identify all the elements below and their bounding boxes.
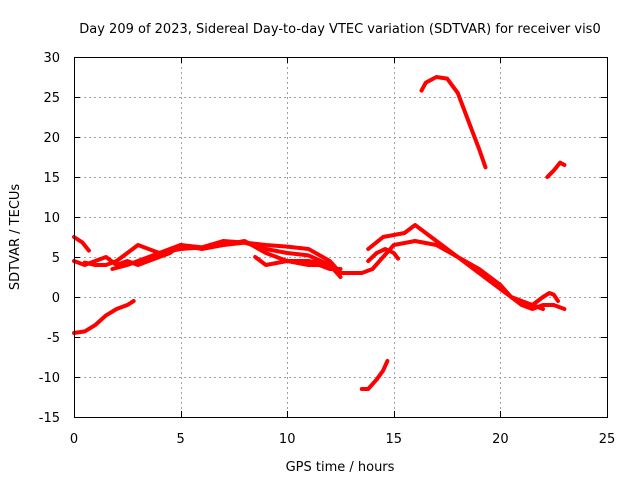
x-tick-label: 10	[279, 432, 296, 447]
y-tick-label: -5	[47, 331, 60, 346]
series-trace-c	[110, 239, 343, 271]
series-trace-e	[253, 255, 343, 279]
series-trace-a	[72, 235, 91, 253]
y-tick-label: 0	[52, 291, 60, 306]
series-trace-g	[366, 247, 401, 263]
series-layer	[72, 75, 567, 391]
y-tick-label: 15	[43, 171, 60, 186]
x-tick-label: 5	[176, 432, 184, 447]
y-tick-label: -15	[39, 411, 60, 426]
y-tick-label: 25	[43, 91, 60, 106]
y-tick-label: 20	[43, 131, 60, 146]
ticks: 0 5 10 15 20 25 -15 -10 -5 0 5 10 15 20 25 30	[39, 51, 616, 447]
series-trace-d	[82, 239, 343, 275]
y-tick-label: 5	[52, 251, 60, 266]
x-tick-label: 25	[599, 432, 616, 447]
y-axis-label: SDTVAR / TECUs	[8, 184, 23, 291]
series-trace-l	[530, 291, 560, 307]
y-tick-label: 30	[43, 51, 60, 66]
y-tick-label: -10	[39, 371, 60, 386]
x-tick-label: 20	[492, 432, 509, 447]
series-trace-i	[359, 359, 390, 391]
x-tick-label: 15	[386, 432, 403, 447]
plot-frame	[74, 57, 608, 418]
y-tick-label: 10	[43, 211, 60, 226]
series-trace-j	[419, 75, 488, 170]
chart-title: Day 209 of 2023, Sidereal Day-to-day VTE…	[79, 22, 600, 37]
x-tick-label: 0	[70, 432, 78, 447]
x-axis-label: GPS time / hours	[286, 460, 395, 475]
series-trace-f	[366, 223, 545, 311]
series-trace-k	[545, 160, 567, 179]
grid	[74, 57, 607, 417]
series-trace-h	[72, 299, 136, 335]
